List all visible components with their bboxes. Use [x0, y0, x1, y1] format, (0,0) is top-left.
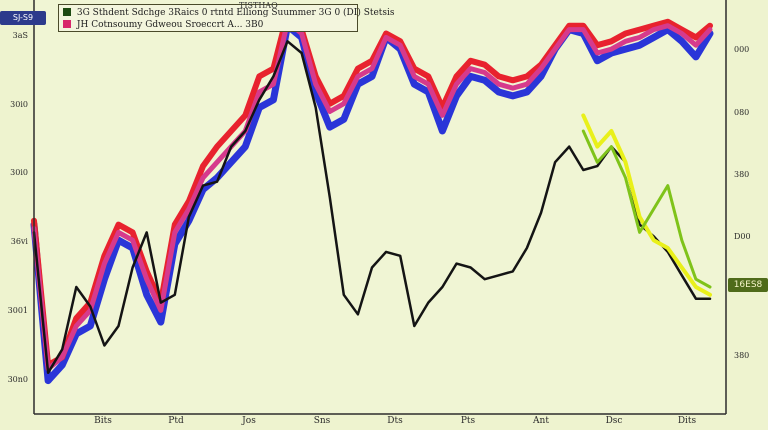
- series-line-5: [581, 113, 712, 297]
- plot-background: [34, 0, 726, 414]
- y-tick-label-left: 36vi: [11, 237, 29, 246]
- y-tick-label-right: D00: [734, 232, 751, 241]
- left-series-badge: SJ-S9: [0, 11, 46, 25]
- y-tick-label-left: 3001: [8, 306, 28, 315]
- x-tick-label: Jos: [241, 416, 256, 426]
- legend-entry-1: 3G Sthdent Sdchge 3Raics 0 rtntd Elliong…: [63, 7, 395, 19]
- chart-legend: TISTHAO 3G Sthdent Sdchge 3Raics 0 rtntd…: [58, 1, 395, 32]
- x-tick-label: Ptd: [168, 416, 184, 426]
- x-tick-label: Pts: [461, 416, 476, 426]
- series-line-3: [31, 19, 713, 372]
- series-line-1: [30, 22, 714, 385]
- y-tick-label-left: 30i0: [10, 100, 28, 109]
- x-tick-label: Dsc: [606, 416, 623, 426]
- legend-swatch-1: [63, 8, 71, 16]
- y-tick-label-right: 380: [734, 351, 749, 360]
- y-tick-label-right: 080: [734, 108, 749, 117]
- series-line-4: [32, 40, 712, 375]
- legend-entry-2: JH Cotnsoumy Gdweou Sroeccrt A... 3B0: [63, 19, 263, 31]
- series-layer: [30, 11, 714, 385]
- y-tick-label-left: 30i0: [10, 168, 28, 177]
- tick-layer: Bits Ptd Jos Sns Dts Pts Ant Dsc Dits 3aS 30i0 30i0…: [8, 31, 751, 426]
- y-tick-label-right: 000: [734, 45, 749, 54]
- right-value-badge: 16ES8: [728, 278, 768, 292]
- series-line-6: [581, 129, 712, 289]
- legend-header: TISTHAO: [239, 1, 278, 10]
- y-tick-label-left: 3aS: [13, 31, 28, 40]
- legend-label-1: 3G Sthdent Sdchge 3Raics 0 rtntd Elliong…: [76, 8, 395, 18]
- x-tick-label: Dts: [387, 416, 403, 426]
- x-tick-label: Sns: [314, 416, 331, 426]
- y-tick-label-left: 30n0: [8, 375, 28, 384]
- series-line-2: [31, 11, 713, 368]
- legend-swatch-2: [63, 20, 71, 28]
- y-tick-label-right: 380: [734, 170, 749, 179]
- x-tick-label: Ant: [532, 416, 549, 426]
- x-tick-label: Dits: [678, 416, 697, 426]
- x-tick-label: Bits: [94, 416, 112, 426]
- legend-label-2: JH Cotnsoumy Gdweou Sroeccrt A... 3B0: [76, 20, 264, 30]
